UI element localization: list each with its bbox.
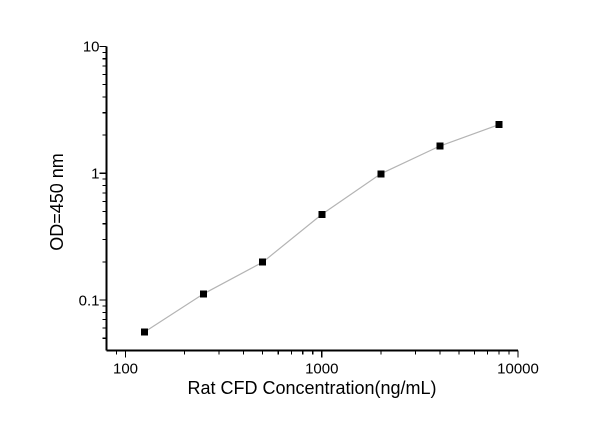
data-point-marker — [436, 142, 444, 150]
x-tick-label: 10000 — [497, 361, 539, 378]
y-tick-label: 0.1 — [79, 292, 100, 309]
y-tick-label: 10 — [83, 39, 100, 56]
y-axis-title: OD=450 nm — [47, 153, 67, 251]
x-tick-label: 100 — [113, 361, 138, 378]
series-line — [144, 124, 500, 333]
axes — [105, 46, 518, 352]
minor-ticks — [102, 51, 510, 355]
major-ticks — [99, 45, 519, 358]
data-point-marker — [259, 258, 267, 266]
y-tick-label: 1 — [91, 165, 99, 182]
data-point-marker — [377, 170, 385, 178]
data-point-marker — [141, 328, 148, 336]
data-point-marker — [318, 210, 326, 218]
data-point-marker — [200, 290, 208, 298]
data-series — [141, 121, 503, 336]
tick-labels: 100 1000 10000 0.1 1 10 — [79, 39, 539, 378]
x-tick-label: 1000 — [305, 361, 338, 378]
x-axis-title: Rat CFD Concentration(ng/mL) — [187, 378, 436, 398]
data-point-marker — [495, 121, 503, 129]
